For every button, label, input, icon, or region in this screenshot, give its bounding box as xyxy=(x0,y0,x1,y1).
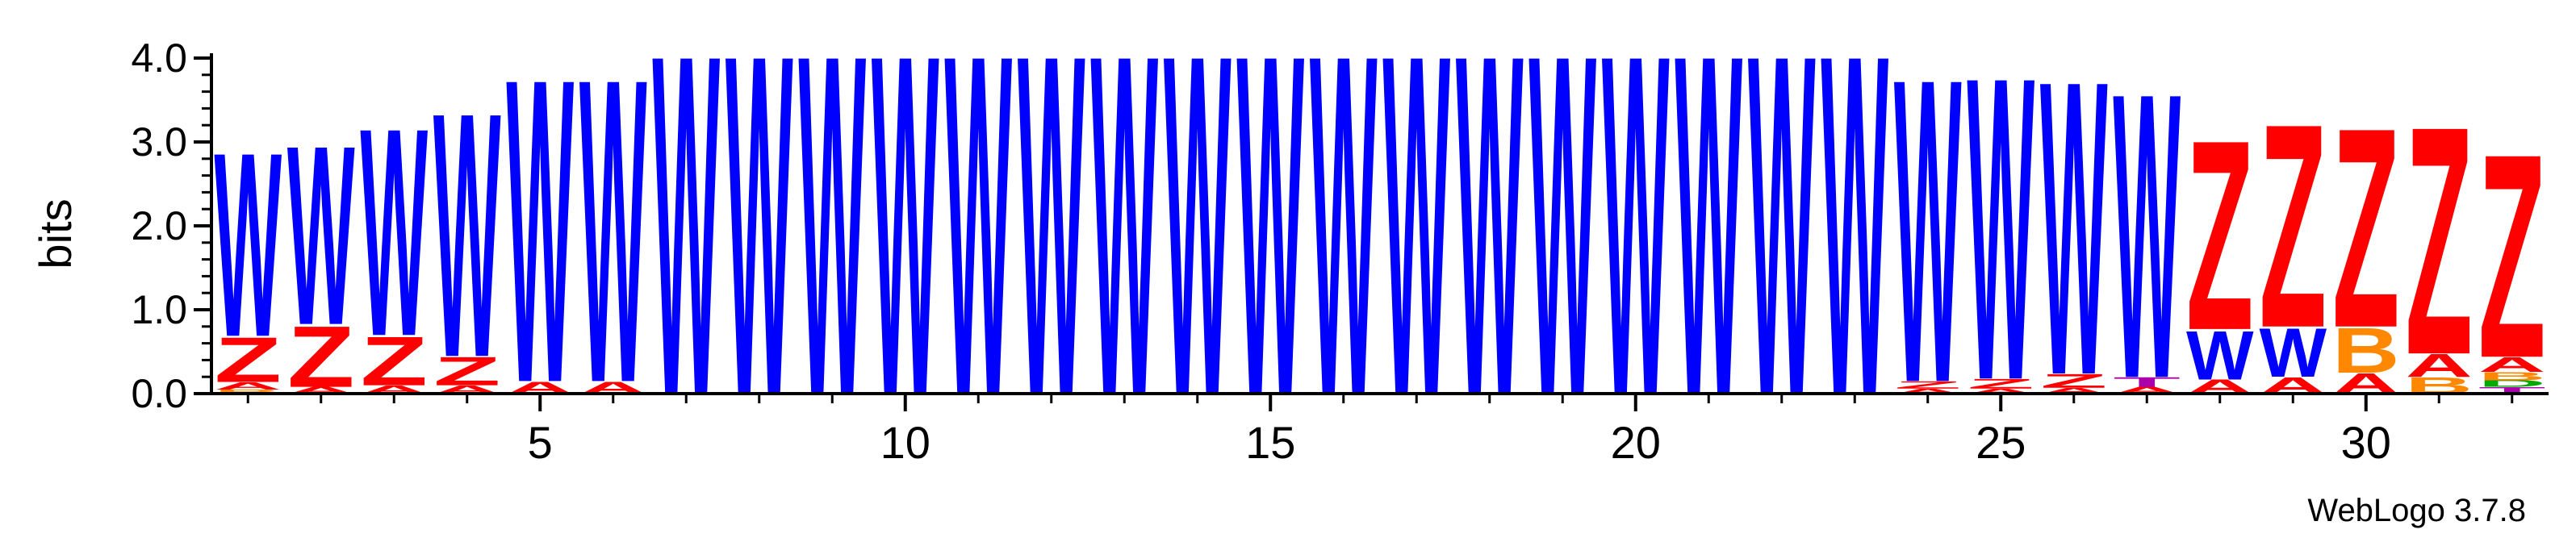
glyph-w-pos-22: W xyxy=(1748,0,1816,498)
glyph-w-pos-20: W xyxy=(1602,0,1670,498)
glyph-w-pos-18: W xyxy=(1456,0,1524,498)
glyph-z-pos-26: Z xyxy=(2040,369,2107,392)
y-tick-label-1.0: 1.0 xyxy=(131,287,187,332)
glyph-w-pos-4: W xyxy=(433,40,501,431)
glyph-w-pos-9: W xyxy=(798,0,866,498)
glyph-w-pos-19: W xyxy=(1528,0,1596,498)
glyph-z-pos-30: Z xyxy=(2332,68,2399,387)
glyph-a-pos-24: A xyxy=(1894,387,1962,395)
x-tick-label-15: 15 xyxy=(1245,417,1295,468)
glyph-z-pos-2: Z xyxy=(287,308,354,406)
glyph-w-pos-7: W xyxy=(652,0,720,498)
glyph-z-pos-4: Z xyxy=(433,348,500,394)
glyph-t-pos-27: T xyxy=(2114,374,2181,390)
glyph-w-pos-28: W xyxy=(2186,316,2254,394)
glyph-a-pos-26: A xyxy=(2040,386,2108,395)
glyph-b-pos-32: B xyxy=(2478,369,2545,382)
glyph-w-pos-3: W xyxy=(360,66,428,398)
x-tick-label-20: 20 xyxy=(1611,417,1661,468)
x-tick-label-30: 30 xyxy=(2341,417,2391,468)
x-tick-label-10: 10 xyxy=(880,417,930,468)
x-tick-label-5: 5 xyxy=(528,417,553,468)
glyph-z-pos-24: Z xyxy=(1894,379,1961,391)
glyph-b-pos-1: B xyxy=(215,389,282,395)
glyph-b-pos-30: B xyxy=(2332,315,2400,387)
glyph-z-pos-1: Z xyxy=(215,324,282,396)
glyph-w-pos-23: W xyxy=(1821,0,1888,498)
y-tick-label-3.0: 3.0 xyxy=(131,119,187,165)
glyph-d-pos-32: D xyxy=(2478,378,2546,389)
glyph-z-pos-31: Z xyxy=(2406,58,2473,423)
glyph-w-pos-2: W xyxy=(287,94,355,379)
glyph-w-pos-29: W xyxy=(2259,314,2327,392)
axis-layer: 0.0 1.0 2.0 3.0 4.0 5 10 15 20 25 30 xyxy=(131,35,2549,468)
glyph-z-pos-29: Z xyxy=(2260,63,2327,388)
glyph-w-pos-21: W xyxy=(1675,0,1742,498)
glyph-z-pos-32: Z xyxy=(2478,93,2545,418)
glyph-z-pos-3: Z xyxy=(361,323,428,400)
glyph-w-pos-12: W xyxy=(1018,0,1085,498)
glyph-w-pos-27: W xyxy=(2113,7,2181,464)
x-tick-label-25: 25 xyxy=(1976,417,2026,468)
y-tick-label-4.0: 4.0 xyxy=(131,35,187,81)
glyph-z-pos-28: Z xyxy=(2186,85,2253,387)
glyph-z-pos-25: Z xyxy=(1968,376,2034,391)
glyph-w-pos-1: W xyxy=(214,97,282,392)
glyph-w-pos-13: W xyxy=(1090,0,1158,498)
y-tick-label-2.0: 2.0 xyxy=(131,203,187,248)
glyph-w-pos-14: W xyxy=(1164,0,1232,498)
glyph-a-pos-1: A xyxy=(214,380,282,391)
glyph-w-pos-8: W xyxy=(726,0,793,498)
glyph-a-pos-25: A xyxy=(1967,387,2034,395)
weblogo-credit: WebLogo 3.7.8 xyxy=(2307,493,2526,528)
glyph-w-pos-17: W xyxy=(1382,0,1450,498)
y-tick-label-0.0: 0.0 xyxy=(131,371,187,416)
glyph-w-pos-15: W xyxy=(1236,0,1304,498)
y-axis-title: bits xyxy=(30,198,81,269)
glyph-w-pos-16: W xyxy=(1310,0,1378,498)
glyph-w-pos-26: W xyxy=(2040,0,2108,464)
glyph-a-pos-31: A xyxy=(2406,348,2473,384)
glyph-a-pos-32: A xyxy=(2478,352,2545,376)
glyph-w-pos-11: W xyxy=(944,0,1012,498)
glyph-w-pos-10: W xyxy=(872,0,939,498)
